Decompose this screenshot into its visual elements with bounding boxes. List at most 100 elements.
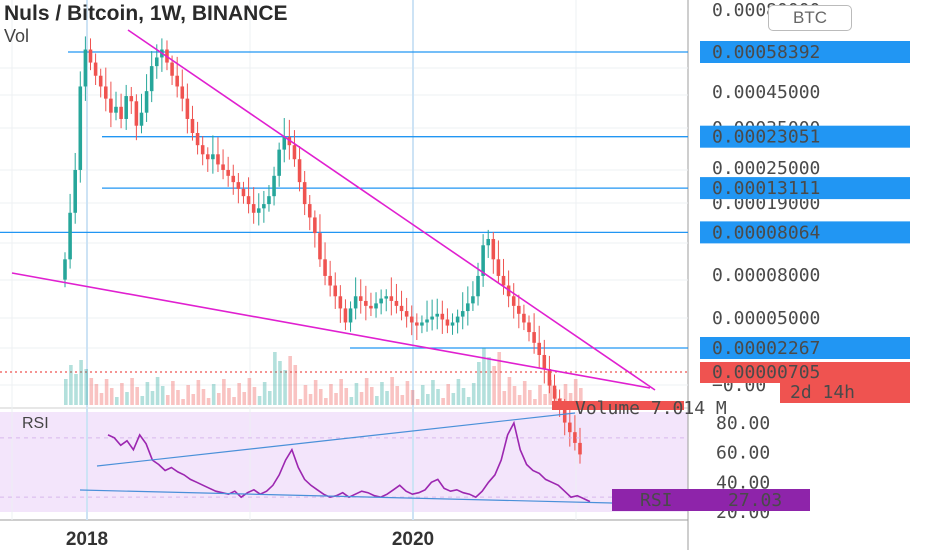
volume-bar <box>334 393 338 405</box>
rsi-axis-tick: 40.00 <box>716 472 770 493</box>
volume-bar <box>579 388 583 405</box>
candle-body <box>496 259 501 276</box>
volume-bar <box>283 370 287 405</box>
candle-body <box>440 313 445 320</box>
volume-bar <box>436 389 440 405</box>
volume-bar <box>267 391 272 405</box>
candle-body <box>578 442 582 455</box>
volume-bar <box>288 356 292 405</box>
candle-body <box>134 101 139 126</box>
candle-body <box>200 145 205 155</box>
volume-bar <box>573 379 578 405</box>
volume-indicator-label[interactable]: Vol <box>4 26 30 46</box>
volume-bar <box>410 390 415 405</box>
volume-bar <box>451 393 456 405</box>
volume-bar <box>543 394 547 405</box>
volume-bar <box>89 378 94 405</box>
volume-bar <box>140 396 145 405</box>
volume-bar <box>191 394 196 405</box>
candle-body <box>420 322 424 326</box>
candle-body <box>149 66 154 92</box>
volume-bar <box>339 379 343 405</box>
volume-bar <box>150 391 155 405</box>
volume-bar <box>318 389 323 405</box>
candle-body <box>211 154 215 160</box>
candle-body <box>517 305 521 314</box>
candle-body <box>430 316 434 320</box>
candle-body <box>68 212 72 260</box>
volume-tag <box>552 401 684 410</box>
volume-bar <box>109 388 114 405</box>
volume-bar <box>155 377 160 405</box>
price-level-tag-text: 0.00002267 <box>712 338 820 359</box>
candle-body <box>389 296 394 301</box>
volume-bar <box>74 374 78 405</box>
countdown-tag <box>780 383 910 403</box>
currency-button[interactable]: BTC <box>768 5 852 31</box>
volume-bar <box>522 381 527 405</box>
volume-bar <box>171 381 175 405</box>
volume-bar <box>420 385 425 405</box>
candle-body <box>573 432 577 443</box>
candle-body <box>170 62 174 76</box>
price-axis-tick: 0.00008000 <box>712 265 820 286</box>
candle-body <box>481 245 485 276</box>
volume-bar <box>201 389 206 405</box>
candle-body <box>109 98 113 113</box>
candle-body <box>88 49 93 63</box>
volume-bar <box>492 366 496 405</box>
volume-bar <box>568 393 573 405</box>
volume-bar <box>446 384 451 405</box>
price-level-tag <box>700 125 910 148</box>
current-price-tag <box>700 362 910 383</box>
volume-bar <box>395 386 400 405</box>
rsi-pane-label: RSI <box>22 415 49 432</box>
volume-bar <box>186 385 190 405</box>
volume-bar <box>364 378 369 405</box>
candle-body <box>246 196 251 205</box>
candle-body <box>435 313 440 317</box>
volume-bar <box>507 377 512 405</box>
trendline-lower <box>11 272 651 389</box>
volume-bar <box>104 379 109 405</box>
volume-bar <box>298 399 303 405</box>
candle-body <box>415 322 419 326</box>
candle-body <box>552 385 557 399</box>
volume-bar <box>303 385 308 405</box>
candle-body <box>338 296 343 309</box>
candle-body <box>154 57 159 67</box>
volume-bar <box>216 393 221 405</box>
volume-tag-text: Volume 7.014 M <box>575 398 727 419</box>
volume-bar <box>69 365 73 405</box>
price-level-tag-text: 0.00013111 <box>712 178 820 199</box>
volume-bar <box>344 388 349 405</box>
volume-bar <box>308 394 313 405</box>
candle-body <box>353 296 358 309</box>
candle-body <box>175 75 179 87</box>
price-axis-tick: 0.00045000 <box>712 82 820 103</box>
candle-body <box>313 217 317 234</box>
volume-bar <box>441 398 445 405</box>
volume-bar <box>206 398 211 405</box>
price-axis-tick: 0.00025000 <box>712 158 820 179</box>
volume-bar <box>329 384 333 405</box>
candle-body <box>93 62 98 76</box>
candle-body <box>471 296 475 304</box>
volume-bar <box>349 397 354 405</box>
candle-body <box>374 303 378 309</box>
volume-bar <box>145 382 150 405</box>
chart-title: Nuls / Bitcoin, 1W, BINANCE <box>4 2 288 25</box>
candle-body <box>476 275 480 297</box>
volume-bar <box>415 399 420 405</box>
volume-bar <box>94 384 99 405</box>
candle-body <box>83 49 88 87</box>
volume-bar <box>181 399 185 405</box>
volume-bar <box>375 396 379 405</box>
current-price-tag-text: 0.00000705 <box>712 362 820 383</box>
candle-body <box>277 149 281 176</box>
candle-body <box>272 175 276 197</box>
rsi-trendline-lower <box>79 489 613 504</box>
candle-body <box>307 204 312 218</box>
volume-bar <box>405 381 410 405</box>
candle-body <box>221 164 225 170</box>
